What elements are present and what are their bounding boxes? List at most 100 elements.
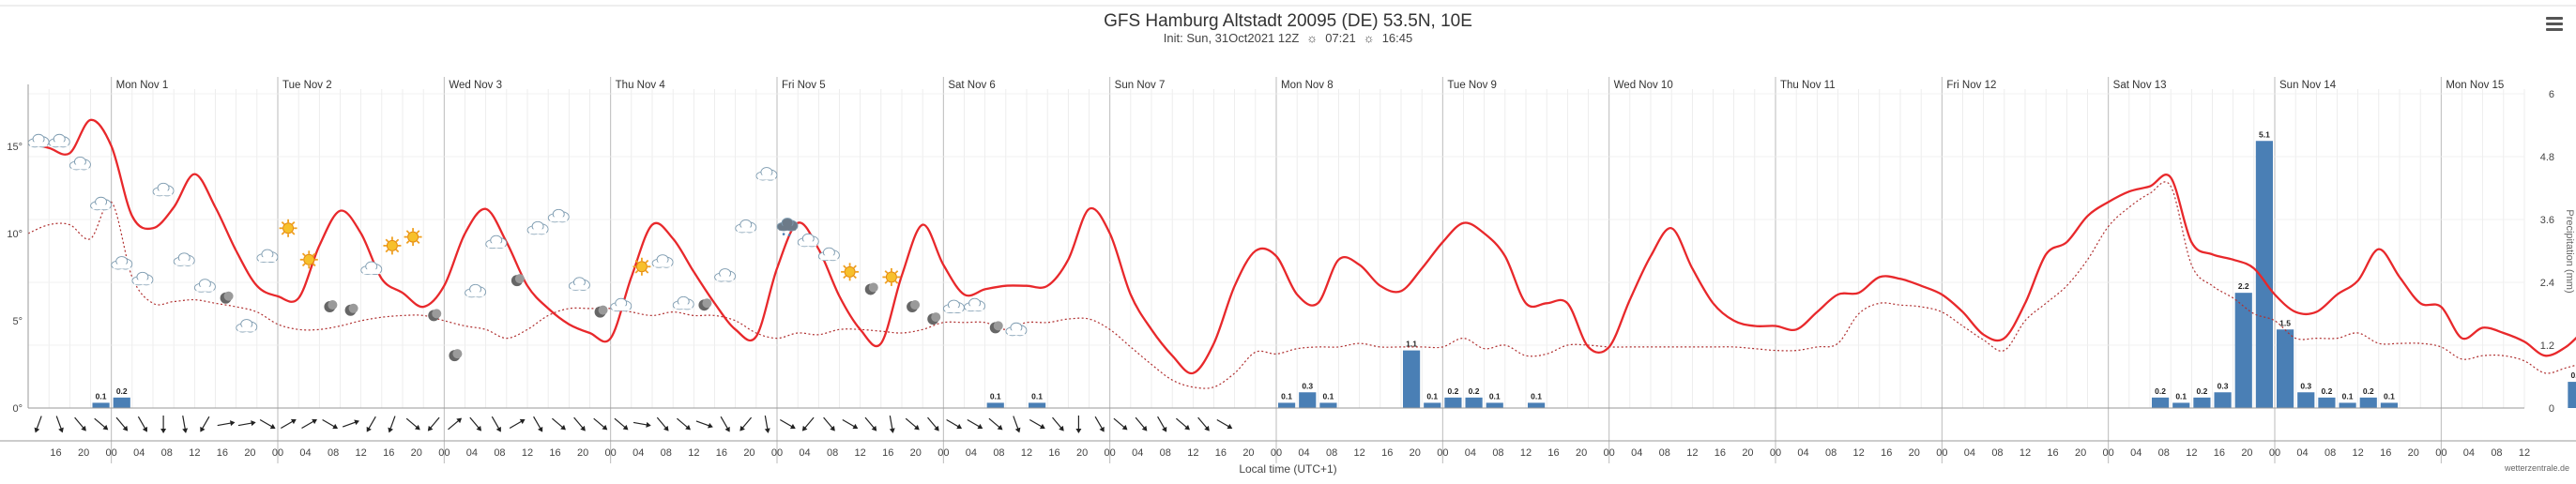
precip-bar [2193, 397, 2211, 408]
cloud-icon [485, 234, 508, 250]
hour-tick-label: 04 [1964, 447, 1975, 459]
wind-arrow-icon [1052, 416, 1064, 431]
hour-tick-label: 20 [1576, 447, 1587, 459]
hour-tick-label: 16 [549, 447, 560, 459]
precip-data-label: 0.1 [1489, 391, 1501, 401]
precip-bar [1527, 402, 1546, 408]
hour-tick-label: 16 [2047, 447, 2058, 459]
wind-arrow-icon [633, 421, 651, 428]
wind-arrow-icon [842, 418, 859, 430]
precip-data-label: 0.2 [2322, 386, 2333, 396]
hour-tick-label: 08 [661, 447, 672, 459]
wind-arrow-icon [182, 416, 189, 433]
moon-icon [449, 349, 463, 362]
day-label: Tue Nov 9 [1447, 80, 1497, 91]
wind-arrow-icon [74, 416, 86, 431]
moon-icon [989, 321, 1003, 334]
hour-tick-label: 00 [2269, 447, 2280, 459]
hour-tick-label: 08 [2158, 447, 2170, 459]
wind-arrow-icon [160, 416, 167, 433]
precip-bar [1465, 397, 1483, 408]
precip-bar [2339, 402, 2356, 408]
precip-bar [1444, 397, 1462, 408]
wind-arrow-icon [593, 417, 608, 431]
hour-tick-label: 04 [466, 447, 478, 459]
cloud-icon [817, 247, 840, 262]
hour-tick-label: 16 [2380, 447, 2391, 459]
hour-tick-label: 20 [78, 447, 89, 459]
sun-icon [633, 257, 651, 276]
sun-icon [299, 250, 318, 269]
precip-tick-label: 0 [2549, 403, 2554, 415]
precip-data-label: 0.1 [1531, 391, 1542, 401]
temp-tick-label: 0° [12, 403, 23, 415]
hour-tick-label: 00 [1770, 447, 1781, 459]
cloud-icon [256, 249, 279, 264]
dewpoint-line [27, 181, 2576, 389]
hour-tick-label: 12 [2519, 447, 2530, 459]
hour-tick-label: 20 [411, 447, 422, 459]
hour-tick-label: 16 [50, 447, 61, 459]
hamburger-menu-icon[interactable] [2546, 17, 2563, 34]
hour-tick-label: 16 [383, 447, 394, 459]
precip-bar [2380, 402, 2399, 408]
hour-tick-label: 00 [1105, 447, 1116, 459]
wind-arrow-icon [1176, 417, 1190, 431]
hour-tick-label: 16 [2214, 447, 2225, 459]
hour-tick-label: 08 [2491, 447, 2502, 459]
hour-tick-label: 20 [1742, 447, 1753, 459]
hour-tick-label: 12 [2353, 447, 2364, 459]
wind-arrow-icon [1013, 416, 1021, 433]
wind-arrow-icon [573, 416, 586, 431]
precip-bar [1028, 402, 1046, 408]
hour-tick-label: 00 [2435, 447, 2446, 459]
hour-tick-label: 08 [494, 447, 505, 459]
cloud-icon [193, 279, 216, 293]
precip-bar [986, 402, 1004, 408]
hour-tick-label: 12 [522, 447, 533, 459]
weather-icons [27, 133, 1028, 362]
precip-tick-label: 3.6 [2540, 215, 2554, 226]
hour-tick-label: 08 [1659, 447, 1670, 459]
cloud-icon [672, 295, 694, 310]
day-label: Sat Nov 6 [948, 80, 995, 91]
precip-bar [2255, 141, 2274, 408]
cloud-icon [1005, 322, 1028, 337]
cloud-icon [942, 299, 965, 314]
precip-bar [2172, 402, 2190, 408]
hour-tick-label: 00 [272, 447, 283, 459]
axes [0, 84, 2576, 442]
precip-data-label: 0.1 [96, 391, 107, 401]
cloud-icon [651, 254, 674, 268]
wind-arrow-icon [217, 420, 236, 427]
cloud-icon [797, 233, 819, 248]
hour-tick-label: 00 [106, 447, 117, 459]
wind-arrow-icon [34, 416, 42, 433]
precip-data-label: 1.1 [1406, 340, 1417, 349]
cloud-icon [236, 319, 258, 333]
precip-data-label: 0.3 [2300, 381, 2311, 390]
wind-arrow-icon [780, 418, 796, 430]
precip-data-label: 0.1 [1281, 391, 1292, 401]
precip-data-label: 0.1 [1426, 391, 1438, 401]
precip-bar [2318, 397, 2336, 408]
storm-icon [776, 218, 799, 236]
hour-tick-label: 00 [937, 447, 949, 459]
hour-tick-label: 04 [1631, 447, 1642, 459]
wind-arrow-icon [695, 420, 713, 429]
cloud-icon [964, 297, 986, 312]
cloud-icon [568, 277, 590, 291]
temp-tick-label: 10° [7, 229, 23, 240]
wind-arrow-icon [448, 417, 463, 431]
hour-tick-label: 00 [2103, 447, 2114, 459]
hour-tick-label: 20 [577, 447, 588, 459]
hour-tick-label: 12 [1021, 447, 1032, 459]
x-axis-label: Local time (UTC+1) [1239, 462, 1336, 476]
hour-tick-label: 08 [328, 447, 339, 459]
hour-tick-label: 04 [2130, 447, 2142, 459]
hour-tick-label: 20 [1909, 447, 1920, 459]
hour-tick-label: 04 [633, 447, 644, 459]
wind-arrow-icon [823, 416, 835, 431]
hour-tick-label: 00 [1604, 447, 1615, 459]
